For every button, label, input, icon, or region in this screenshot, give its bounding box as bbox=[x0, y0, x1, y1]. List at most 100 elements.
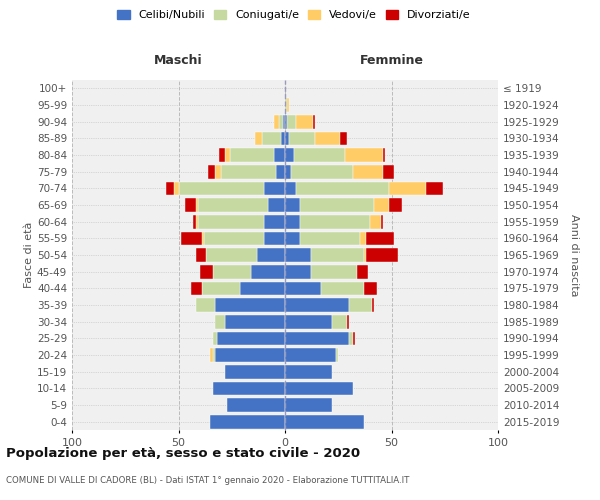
Bar bbox=[285, 398, 332, 412]
Bar bbox=[211, 415, 285, 428]
Bar bbox=[174, 182, 179, 195]
Bar bbox=[340, 132, 347, 145]
Bar bbox=[278, 115, 283, 128]
Bar bbox=[300, 232, 359, 245]
Bar bbox=[262, 132, 281, 145]
Bar bbox=[353, 332, 355, 345]
Bar bbox=[226, 365, 285, 378]
Bar bbox=[289, 132, 315, 145]
Bar bbox=[230, 148, 274, 162]
Bar bbox=[366, 232, 394, 245]
Bar bbox=[370, 215, 381, 228]
Bar bbox=[311, 248, 364, 262]
Bar bbox=[287, 115, 296, 128]
Bar bbox=[383, 165, 394, 178]
Bar bbox=[344, 148, 383, 162]
Bar bbox=[193, 215, 196, 228]
Bar bbox=[349, 332, 353, 345]
Bar bbox=[204, 232, 264, 245]
Bar bbox=[257, 248, 285, 262]
Bar bbox=[425, 182, 443, 195]
Bar bbox=[296, 115, 313, 128]
Bar bbox=[285, 98, 287, 112]
Bar bbox=[300, 198, 374, 212]
Bar bbox=[212, 265, 251, 278]
Bar bbox=[358, 265, 368, 278]
Bar bbox=[285, 382, 353, 395]
Bar bbox=[285, 282, 321, 295]
Bar bbox=[389, 198, 402, 212]
Bar bbox=[285, 265, 311, 278]
Bar bbox=[196, 198, 197, 212]
Bar bbox=[217, 332, 285, 345]
Bar bbox=[313, 115, 315, 128]
Bar bbox=[215, 298, 285, 312]
Bar bbox=[274, 115, 278, 128]
Bar bbox=[185, 198, 196, 212]
Bar bbox=[212, 382, 285, 395]
Bar bbox=[373, 298, 374, 312]
Bar bbox=[211, 348, 212, 362]
Bar bbox=[349, 298, 373, 312]
Bar bbox=[336, 348, 338, 362]
Text: Maschi: Maschi bbox=[154, 54, 203, 68]
Bar bbox=[215, 165, 221, 178]
Bar bbox=[285, 148, 293, 162]
Bar bbox=[285, 115, 287, 128]
Bar bbox=[359, 232, 366, 245]
Bar bbox=[255, 132, 262, 145]
Bar bbox=[296, 182, 389, 195]
Bar bbox=[274, 148, 285, 162]
Bar bbox=[293, 148, 344, 162]
Bar bbox=[285, 315, 332, 328]
Bar bbox=[208, 165, 215, 178]
Bar bbox=[285, 415, 364, 428]
Bar bbox=[364, 282, 377, 295]
Bar bbox=[264, 182, 285, 195]
Text: Popolazione per età, sesso e stato civile - 2020: Popolazione per età, sesso e stato civil… bbox=[6, 448, 360, 460]
Bar bbox=[264, 232, 285, 245]
Bar bbox=[347, 315, 349, 328]
Bar bbox=[285, 198, 300, 212]
Bar bbox=[196, 215, 197, 228]
Bar bbox=[268, 198, 285, 212]
Bar bbox=[285, 182, 296, 195]
Bar bbox=[283, 115, 285, 128]
Bar bbox=[285, 132, 289, 145]
Bar bbox=[281, 132, 285, 145]
Bar bbox=[285, 298, 349, 312]
Bar bbox=[191, 282, 202, 295]
Bar bbox=[353, 165, 383, 178]
Bar bbox=[285, 165, 292, 178]
Bar bbox=[212, 332, 217, 345]
Bar bbox=[381, 215, 383, 228]
Bar bbox=[197, 215, 264, 228]
Bar bbox=[311, 265, 358, 278]
Bar bbox=[277, 165, 285, 178]
Bar bbox=[206, 248, 257, 262]
Bar bbox=[200, 265, 212, 278]
Bar bbox=[287, 98, 289, 112]
Bar bbox=[212, 348, 215, 362]
Bar bbox=[292, 165, 353, 178]
Bar bbox=[202, 232, 204, 245]
Bar bbox=[251, 265, 285, 278]
Bar bbox=[179, 182, 264, 195]
Bar bbox=[215, 315, 226, 328]
Bar bbox=[221, 165, 277, 178]
Bar bbox=[215, 348, 285, 362]
Bar bbox=[196, 298, 215, 312]
Bar bbox=[285, 215, 300, 228]
Y-axis label: Fasce di età: Fasce di età bbox=[24, 222, 34, 288]
Bar bbox=[285, 332, 349, 345]
Y-axis label: Anni di nascita: Anni di nascita bbox=[569, 214, 579, 296]
Bar bbox=[332, 315, 347, 328]
Bar bbox=[321, 282, 364, 295]
Bar bbox=[389, 182, 425, 195]
Text: Femmine: Femmine bbox=[359, 54, 424, 68]
Bar bbox=[315, 132, 340, 145]
Bar bbox=[374, 198, 389, 212]
Bar bbox=[226, 315, 285, 328]
Bar bbox=[227, 398, 285, 412]
Bar bbox=[285, 232, 300, 245]
